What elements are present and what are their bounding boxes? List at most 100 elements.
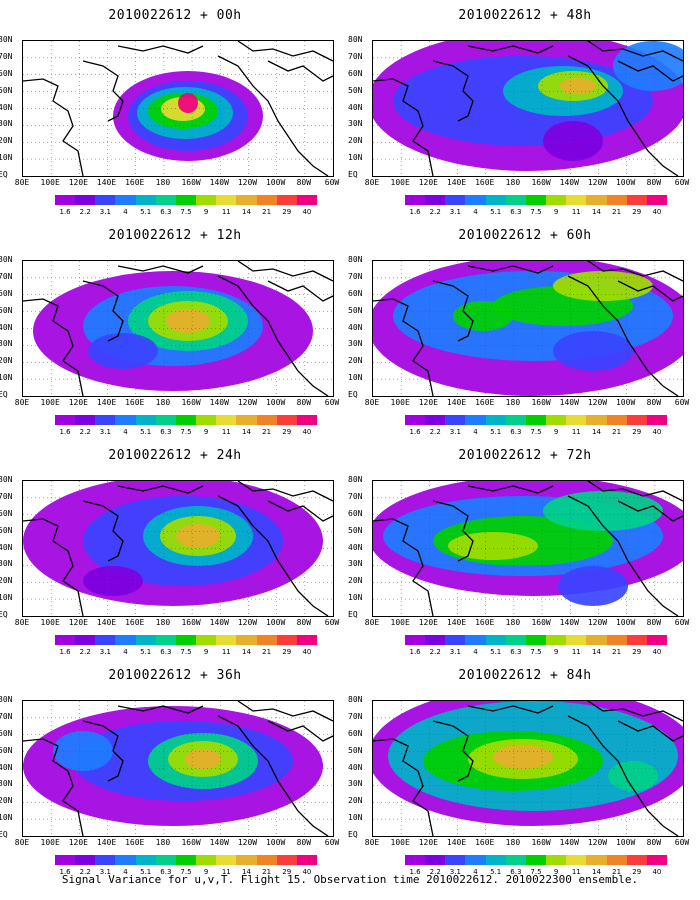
colorbar-swatch	[55, 195, 76, 205]
colorbar-swatch	[606, 415, 627, 425]
lat-tick-label: EQ	[348, 610, 358, 619]
coastline	[217, 715, 329, 836]
colorbar-label: 5.1	[140, 868, 152, 876]
lon-tick-label: 80E	[14, 178, 30, 187]
colorbar-swatch	[155, 855, 176, 865]
lon-tick-label: 100W	[615, 838, 636, 847]
lat-tick-label: 80N	[0, 475, 13, 484]
colorbar-swatch	[586, 635, 607, 645]
lat-tick-label: 50N	[0, 85, 13, 95]
colorbar	[55, 195, 318, 205]
panel-title: 2010022612 + 36h	[108, 668, 242, 683]
colorbar-swatch	[115, 415, 136, 425]
colorbar-swatch	[465, 415, 486, 425]
coastline	[217, 495, 329, 616]
lon-tick-label: 60W	[674, 618, 690, 627]
lon-tick-label: 100E	[390, 398, 410, 407]
coastline	[432, 280, 474, 342]
lon-tick-label: 160W	[531, 398, 551, 407]
colorbar-label: 4	[473, 648, 478, 656]
colorbar-swatch	[196, 635, 217, 645]
lon-tick-label: 140W	[209, 618, 229, 627]
colorbar-swatch	[135, 415, 156, 425]
colorbar-label: 11	[571, 648, 581, 656]
map-panel: 2010022612 + 48h 80N 70N 60N 50N 40N 30N 20N 10N…	[348, 0, 700, 225]
map-panel: 2010022612 + 12h 80N 70N 60N 50N 40N 30N 20N 10N…	[0, 220, 350, 445]
colorbar-swatch	[626, 855, 647, 865]
lon-tick-label: 80W	[646, 398, 662, 407]
lat-tick-label: 50N	[348, 525, 363, 535]
lon-tick-label: 100W	[615, 398, 636, 407]
colorbar-label: 6.3	[160, 428, 172, 436]
coastline	[82, 280, 124, 342]
lat-tick-label: 50N	[348, 305, 363, 315]
lon-tick-label: 60W	[674, 178, 690, 187]
lon-tick-label: 100E	[390, 838, 410, 847]
figure-caption: Signal Variance for u,v,T. Flight 15. Ob…	[61, 873, 639, 886]
colorbar-swatch	[485, 635, 506, 645]
colorbar	[405, 195, 668, 205]
lon-tick-label: 180	[505, 618, 521, 627]
colorbar-swatch	[606, 195, 627, 205]
colorbar-swatch	[115, 635, 136, 645]
lat-tick-label: 50N	[348, 85, 363, 95]
lon-tick-label: 100E	[40, 178, 60, 187]
colorbar-swatch	[276, 195, 297, 205]
lon-tick-label: 100E	[40, 618, 60, 627]
lon-tick-label: 100E	[390, 618, 410, 627]
colorbar-label: 5.1	[140, 208, 152, 216]
variance-contour	[88, 333, 158, 369]
lon-tick-label: 100W	[265, 178, 286, 187]
colorbar	[55, 855, 318, 865]
lat-tick-label: 40N	[348, 102, 363, 112]
colorbar-swatch	[566, 855, 587, 865]
coastline	[617, 500, 683, 522]
lon-tick-label: 80W	[296, 618, 312, 627]
colorbar-swatch	[175, 635, 197, 645]
colorbar-swatch	[425, 635, 446, 645]
colorbar-swatch	[465, 855, 486, 865]
colorbar-swatch	[485, 415, 506, 425]
colorbar-label: 5.1	[490, 868, 502, 876]
lat-tick-label: 10N	[0, 593, 13, 603]
colorbar-swatch	[196, 415, 217, 425]
lon-tick-label: 60W	[324, 618, 340, 627]
lon-tick-label: 140W	[559, 838, 579, 847]
variance-contour	[178, 93, 198, 113]
colorbar-label: 7.5	[180, 868, 192, 876]
lon-tick-label: 100E	[40, 398, 60, 407]
colorbar-label: 11	[221, 208, 231, 216]
lon-tick-label: 140E	[96, 838, 117, 847]
colorbar-swatch	[135, 855, 156, 865]
coastline	[617, 720, 683, 742]
variance-map	[372, 260, 684, 397]
lon-tick-label: 180	[505, 838, 521, 847]
colorbar-swatch	[175, 855, 197, 865]
colorbar-label: 6.3	[160, 648, 172, 656]
lon-tick-label: 180	[505, 398, 521, 407]
colorbar-label: 29	[632, 208, 642, 216]
colorbar-swatch	[586, 195, 607, 205]
coastline	[217, 275, 329, 396]
colorbar-swatch	[135, 195, 156, 205]
colorbar-swatch	[296, 195, 318, 205]
colorbar-label: 7.5	[530, 868, 542, 876]
colorbar-label: 2.2	[79, 428, 91, 436]
map-panel: 2010022612 + 00h 80N 70N 60N 50N 40N 30N 20N 10N…	[0, 0, 350, 225]
colorbar-label: 2.2	[429, 868, 441, 876]
variance-map	[372, 480, 684, 617]
lon-tick-label: 140E	[96, 178, 117, 187]
colorbar-swatch	[485, 855, 506, 865]
colorbar-swatch	[405, 415, 426, 425]
map-panel: 2010022612 + 36h 80N 70N 60N 50N 40N 30N 20N 10N…	[0, 660, 350, 885]
lat-tick-label: 80N	[348, 35, 363, 44]
colorbar-label: 1.6	[59, 648, 71, 656]
lat-tick-label: 40N	[0, 762, 13, 772]
lat-tick-label: 10N	[348, 373, 363, 383]
coastline	[237, 261, 333, 282]
colorbar-swatch	[155, 195, 176, 205]
panel-title: 2010022612 + 84h	[458, 668, 592, 683]
lat-tick-label: 60N	[348, 288, 363, 298]
colorbar-swatch	[175, 415, 197, 425]
colorbar-label: 6.3	[160, 868, 172, 876]
